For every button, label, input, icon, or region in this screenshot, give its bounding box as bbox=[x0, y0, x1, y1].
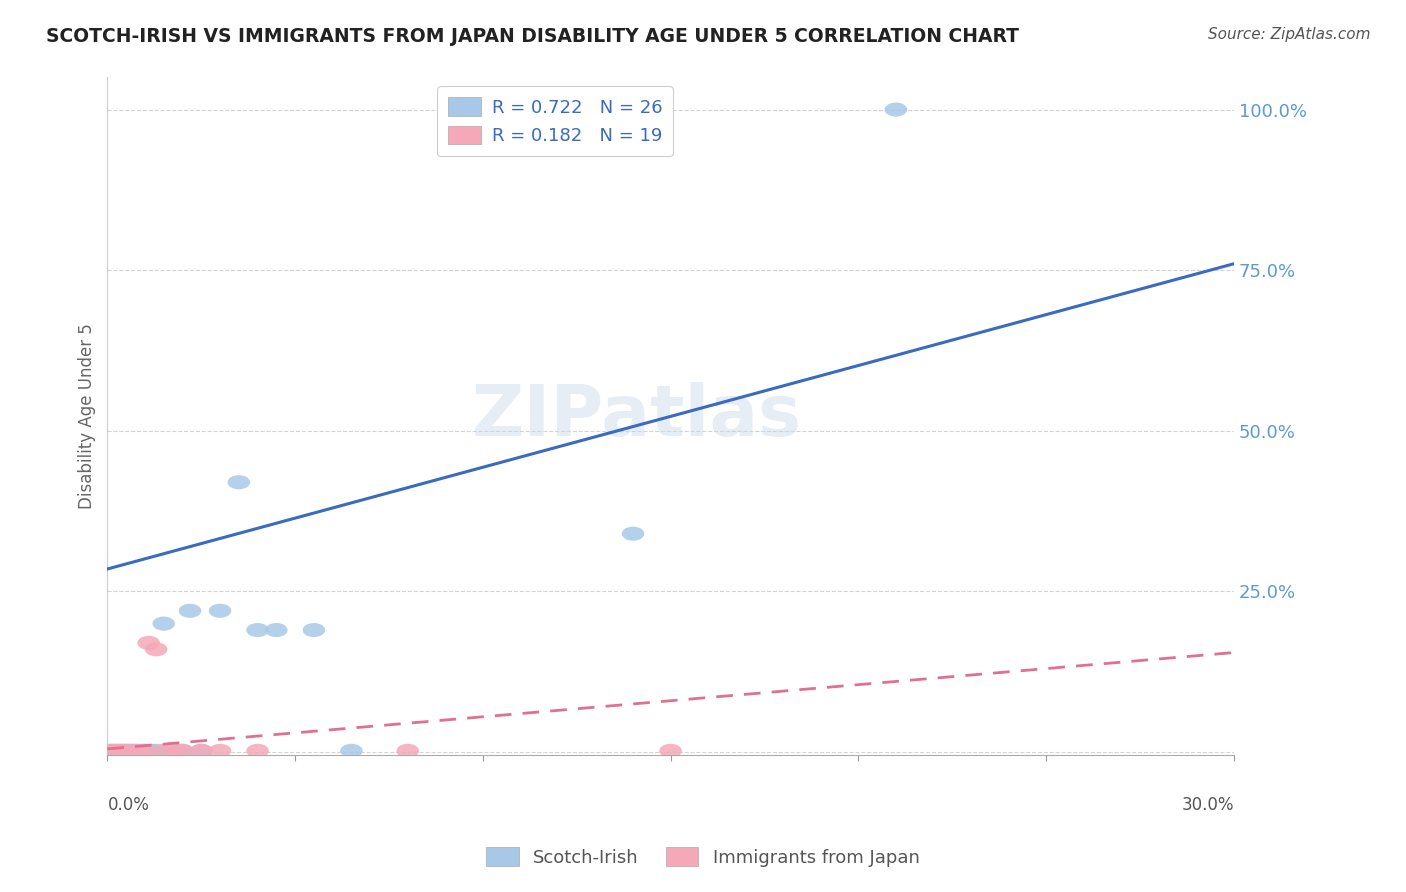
Legend: Scotch-Irish, Immigrants from Japan: Scotch-Irish, Immigrants from Japan bbox=[479, 840, 927, 874]
Ellipse shape bbox=[190, 744, 212, 758]
Ellipse shape bbox=[115, 744, 138, 758]
Ellipse shape bbox=[228, 475, 250, 490]
Ellipse shape bbox=[141, 744, 163, 758]
Ellipse shape bbox=[302, 623, 325, 637]
Ellipse shape bbox=[111, 744, 134, 758]
Ellipse shape bbox=[160, 744, 183, 758]
Ellipse shape bbox=[100, 744, 122, 758]
Legend: R = 0.722   N = 26, R = 0.182   N = 19: R = 0.722 N = 26, R = 0.182 N = 19 bbox=[437, 87, 673, 156]
Ellipse shape bbox=[246, 623, 269, 637]
Ellipse shape bbox=[163, 744, 186, 758]
Ellipse shape bbox=[107, 744, 129, 758]
Ellipse shape bbox=[145, 642, 167, 657]
Text: 30.0%: 30.0% bbox=[1181, 796, 1234, 814]
Y-axis label: Disability Age Under 5: Disability Age Under 5 bbox=[79, 324, 96, 509]
Ellipse shape bbox=[118, 744, 141, 758]
Text: 0.0%: 0.0% bbox=[107, 796, 149, 814]
Ellipse shape bbox=[208, 744, 231, 758]
Ellipse shape bbox=[145, 744, 167, 758]
Ellipse shape bbox=[340, 744, 363, 758]
Ellipse shape bbox=[129, 744, 152, 758]
Ellipse shape bbox=[152, 616, 174, 631]
Ellipse shape bbox=[115, 744, 138, 758]
Ellipse shape bbox=[396, 744, 419, 758]
Ellipse shape bbox=[246, 744, 269, 758]
Ellipse shape bbox=[172, 744, 194, 758]
Ellipse shape bbox=[122, 744, 145, 758]
Ellipse shape bbox=[104, 744, 127, 758]
Ellipse shape bbox=[111, 744, 134, 758]
Ellipse shape bbox=[138, 744, 160, 758]
Ellipse shape bbox=[118, 744, 141, 758]
Ellipse shape bbox=[621, 526, 644, 541]
Text: ZIPatlas: ZIPatlas bbox=[472, 382, 801, 450]
Ellipse shape bbox=[884, 103, 907, 117]
Ellipse shape bbox=[104, 744, 127, 758]
Ellipse shape bbox=[172, 744, 194, 758]
Ellipse shape bbox=[138, 636, 160, 650]
Ellipse shape bbox=[127, 744, 149, 758]
Ellipse shape bbox=[107, 744, 129, 758]
Ellipse shape bbox=[134, 744, 156, 758]
Ellipse shape bbox=[100, 744, 122, 758]
Ellipse shape bbox=[122, 744, 145, 758]
Ellipse shape bbox=[127, 744, 149, 758]
Ellipse shape bbox=[152, 744, 174, 758]
Ellipse shape bbox=[190, 744, 212, 758]
Ellipse shape bbox=[179, 604, 201, 618]
Ellipse shape bbox=[208, 604, 231, 618]
Ellipse shape bbox=[659, 744, 682, 758]
Text: SCOTCH-IRISH VS IMMIGRANTS FROM JAPAN DISABILITY AGE UNDER 5 CORRELATION CHART: SCOTCH-IRISH VS IMMIGRANTS FROM JAPAN DI… bbox=[46, 27, 1019, 45]
Ellipse shape bbox=[266, 623, 288, 637]
Text: Source: ZipAtlas.com: Source: ZipAtlas.com bbox=[1208, 27, 1371, 42]
Ellipse shape bbox=[134, 744, 156, 758]
